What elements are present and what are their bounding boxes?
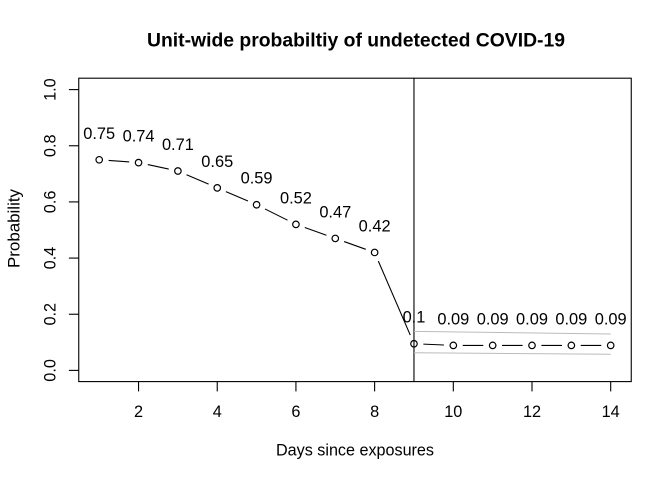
svg-text:0.8: 0.8 (42, 134, 60, 157)
svg-text:0.59: 0.59 (241, 170, 273, 188)
svg-text:2: 2 (134, 403, 143, 421)
svg-text:0.09: 0.09 (516, 310, 548, 328)
svg-text:10: 10 (444, 403, 462, 421)
svg-text:1.0: 1.0 (42, 78, 60, 101)
svg-text:Probability: Probability (5, 188, 23, 268)
svg-text:8: 8 (370, 403, 379, 421)
svg-text:0.65: 0.65 (201, 153, 233, 171)
svg-text:0.75: 0.75 (83, 125, 115, 143)
svg-text:12: 12 (523, 403, 541, 421)
svg-text:0.1: 0.1 (403, 309, 426, 327)
svg-text:0.09: 0.09 (437, 310, 469, 328)
svg-text:0.09: 0.09 (555, 310, 587, 328)
svg-text:0.2: 0.2 (42, 303, 60, 326)
svg-text:14: 14 (602, 403, 620, 421)
svg-text:4: 4 (213, 403, 222, 421)
svg-text:0.42: 0.42 (359, 217, 391, 235)
svg-text:0.09: 0.09 (595, 310, 627, 328)
svg-text:0.71: 0.71 (162, 136, 194, 154)
svg-text:0.6: 0.6 (42, 191, 60, 214)
svg-text:0.52: 0.52 (280, 189, 312, 207)
svg-text:Days since exposures: Days since exposures (276, 441, 434, 459)
svg-text:0.4: 0.4 (42, 247, 60, 270)
svg-text:6: 6 (291, 403, 300, 421)
svg-text:0.09: 0.09 (477, 310, 509, 328)
svg-text:Unit-wide probabiltiy of undet: Unit-wide probabiltiy of undetected COVI… (147, 30, 565, 52)
svg-text:0.0: 0.0 (42, 359, 60, 382)
svg-text:0.74: 0.74 (123, 128, 155, 146)
svg-text:0.47: 0.47 (319, 203, 351, 221)
